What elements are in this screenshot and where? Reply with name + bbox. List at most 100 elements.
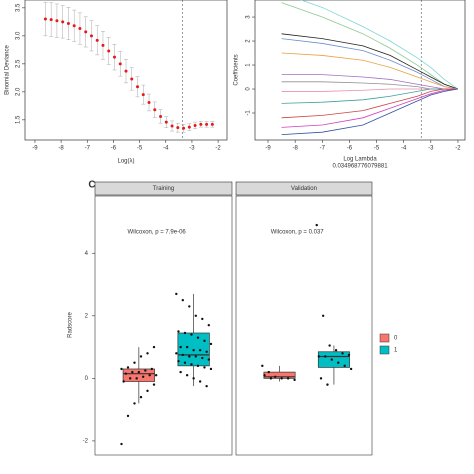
point	[198, 349, 202, 352]
coef-line	[281, 2, 459, 90]
point	[152, 345, 156, 349]
point	[203, 339, 206, 343]
point	[341, 352, 344, 355]
y-tick-label: 3	[246, 15, 252, 19]
point	[126, 414, 130, 418]
point	[152, 383, 156, 386]
point	[286, 377, 290, 380]
strip	[94, 181, 233, 196]
dot	[118, 62, 122, 66]
x-tick-label: -5	[374, 146, 380, 152]
strip-label: Training	[153, 186, 174, 192]
x-axis-label: Log Lambda	[343, 157, 377, 163]
coef-line	[281, 81, 458, 90]
point	[175, 352, 178, 355]
panel-frame	[94, 195, 233, 456]
plot-frame	[254, 0, 466, 141]
point	[205, 384, 208, 388]
panel-frame	[235, 195, 373, 456]
x-tick-label: -4	[163, 146, 169, 152]
point	[185, 345, 189, 349]
point	[146, 352, 149, 355]
annotation: 0.034968776079881	[332, 164, 388, 170]
point	[183, 331, 187, 335]
point	[194, 314, 198, 318]
panel-label: C	[88, 180, 95, 191]
x-tick-label: -7	[85, 146, 91, 152]
point	[177, 330, 180, 333]
x-tick-label: -8	[58, 146, 64, 152]
point	[133, 402, 136, 405]
point	[146, 389, 149, 393]
y-tick-label: 4	[85, 251, 89, 257]
point	[183, 361, 187, 364]
y-axis-label: Coefficients	[234, 54, 240, 85]
point	[349, 367, 353, 371]
x-tick-label: -4	[401, 146, 407, 152]
x-tick-label: -9	[265, 146, 271, 152]
strip	[235, 181, 373, 196]
point	[280, 377, 283, 380]
point	[209, 342, 213, 346]
y-tick-label: 1.5	[16, 115, 22, 124]
point	[269, 377, 273, 380]
legend-key	[379, 333, 390, 343]
x-tick-label: -7	[320, 146, 326, 152]
point	[343, 364, 346, 368]
point	[139, 355, 143, 358]
coef-line	[281, 52, 459, 90]
point	[205, 350, 208, 353]
point	[131, 370, 134, 374]
stat-annotation: Wilcoxon, p = 7.9e-06	[128, 230, 187, 236]
x-tick-label: -2	[215, 146, 221, 152]
point	[139, 395, 143, 399]
dot	[210, 122, 214, 126]
x-axis-label: Log(λ)	[117, 159, 134, 165]
point	[181, 353, 185, 357]
y-axis-label: Radscore	[68, 312, 74, 338]
dot	[78, 27, 82, 31]
x-tick-label: -5	[137, 146, 143, 152]
y-tick-label: -2	[83, 439, 89, 445]
point	[347, 353, 351, 357]
point	[319, 377, 323, 380]
point	[188, 305, 191, 308]
dot	[193, 123, 197, 127]
point	[126, 366, 130, 369]
plot-area	[281, 0, 459, 136]
point	[188, 355, 191, 358]
point	[179, 345, 182, 349]
y-tick-label: 1	[246, 63, 252, 67]
point	[122, 380, 125, 383]
coef-line	[300, 0, 459, 90]
point	[185, 374, 189, 377]
point	[194, 355, 198, 358]
dot	[130, 77, 134, 81]
coef-line	[281, 33, 459, 90]
point	[137, 370, 141, 374]
stat-annotation: Wilcoxon, p = 0.037	[271, 230, 325, 236]
dot	[187, 125, 191, 129]
legend-key	[379, 345, 390, 355]
y-tick-label: 2	[246, 39, 252, 43]
point	[177, 359, 180, 363]
point	[196, 364, 200, 368]
x-tick-label: -2	[455, 146, 461, 152]
point	[328, 344, 331, 347]
dot	[61, 20, 65, 24]
dot	[159, 114, 163, 118]
dot	[182, 126, 186, 130]
point	[198, 380, 202, 383]
dot	[66, 22, 70, 26]
point	[267, 370, 270, 374]
dot	[136, 85, 140, 89]
dot	[147, 100, 151, 104]
point	[128, 377, 132, 380]
dot	[43, 17, 47, 21]
dot	[170, 124, 174, 128]
point	[154, 374, 158, 377]
strip-label: Validation	[291, 186, 317, 192]
y-tick-label: -1	[246, 110, 252, 116]
point	[181, 298, 185, 302]
x-tick-label: -6	[347, 146, 353, 152]
